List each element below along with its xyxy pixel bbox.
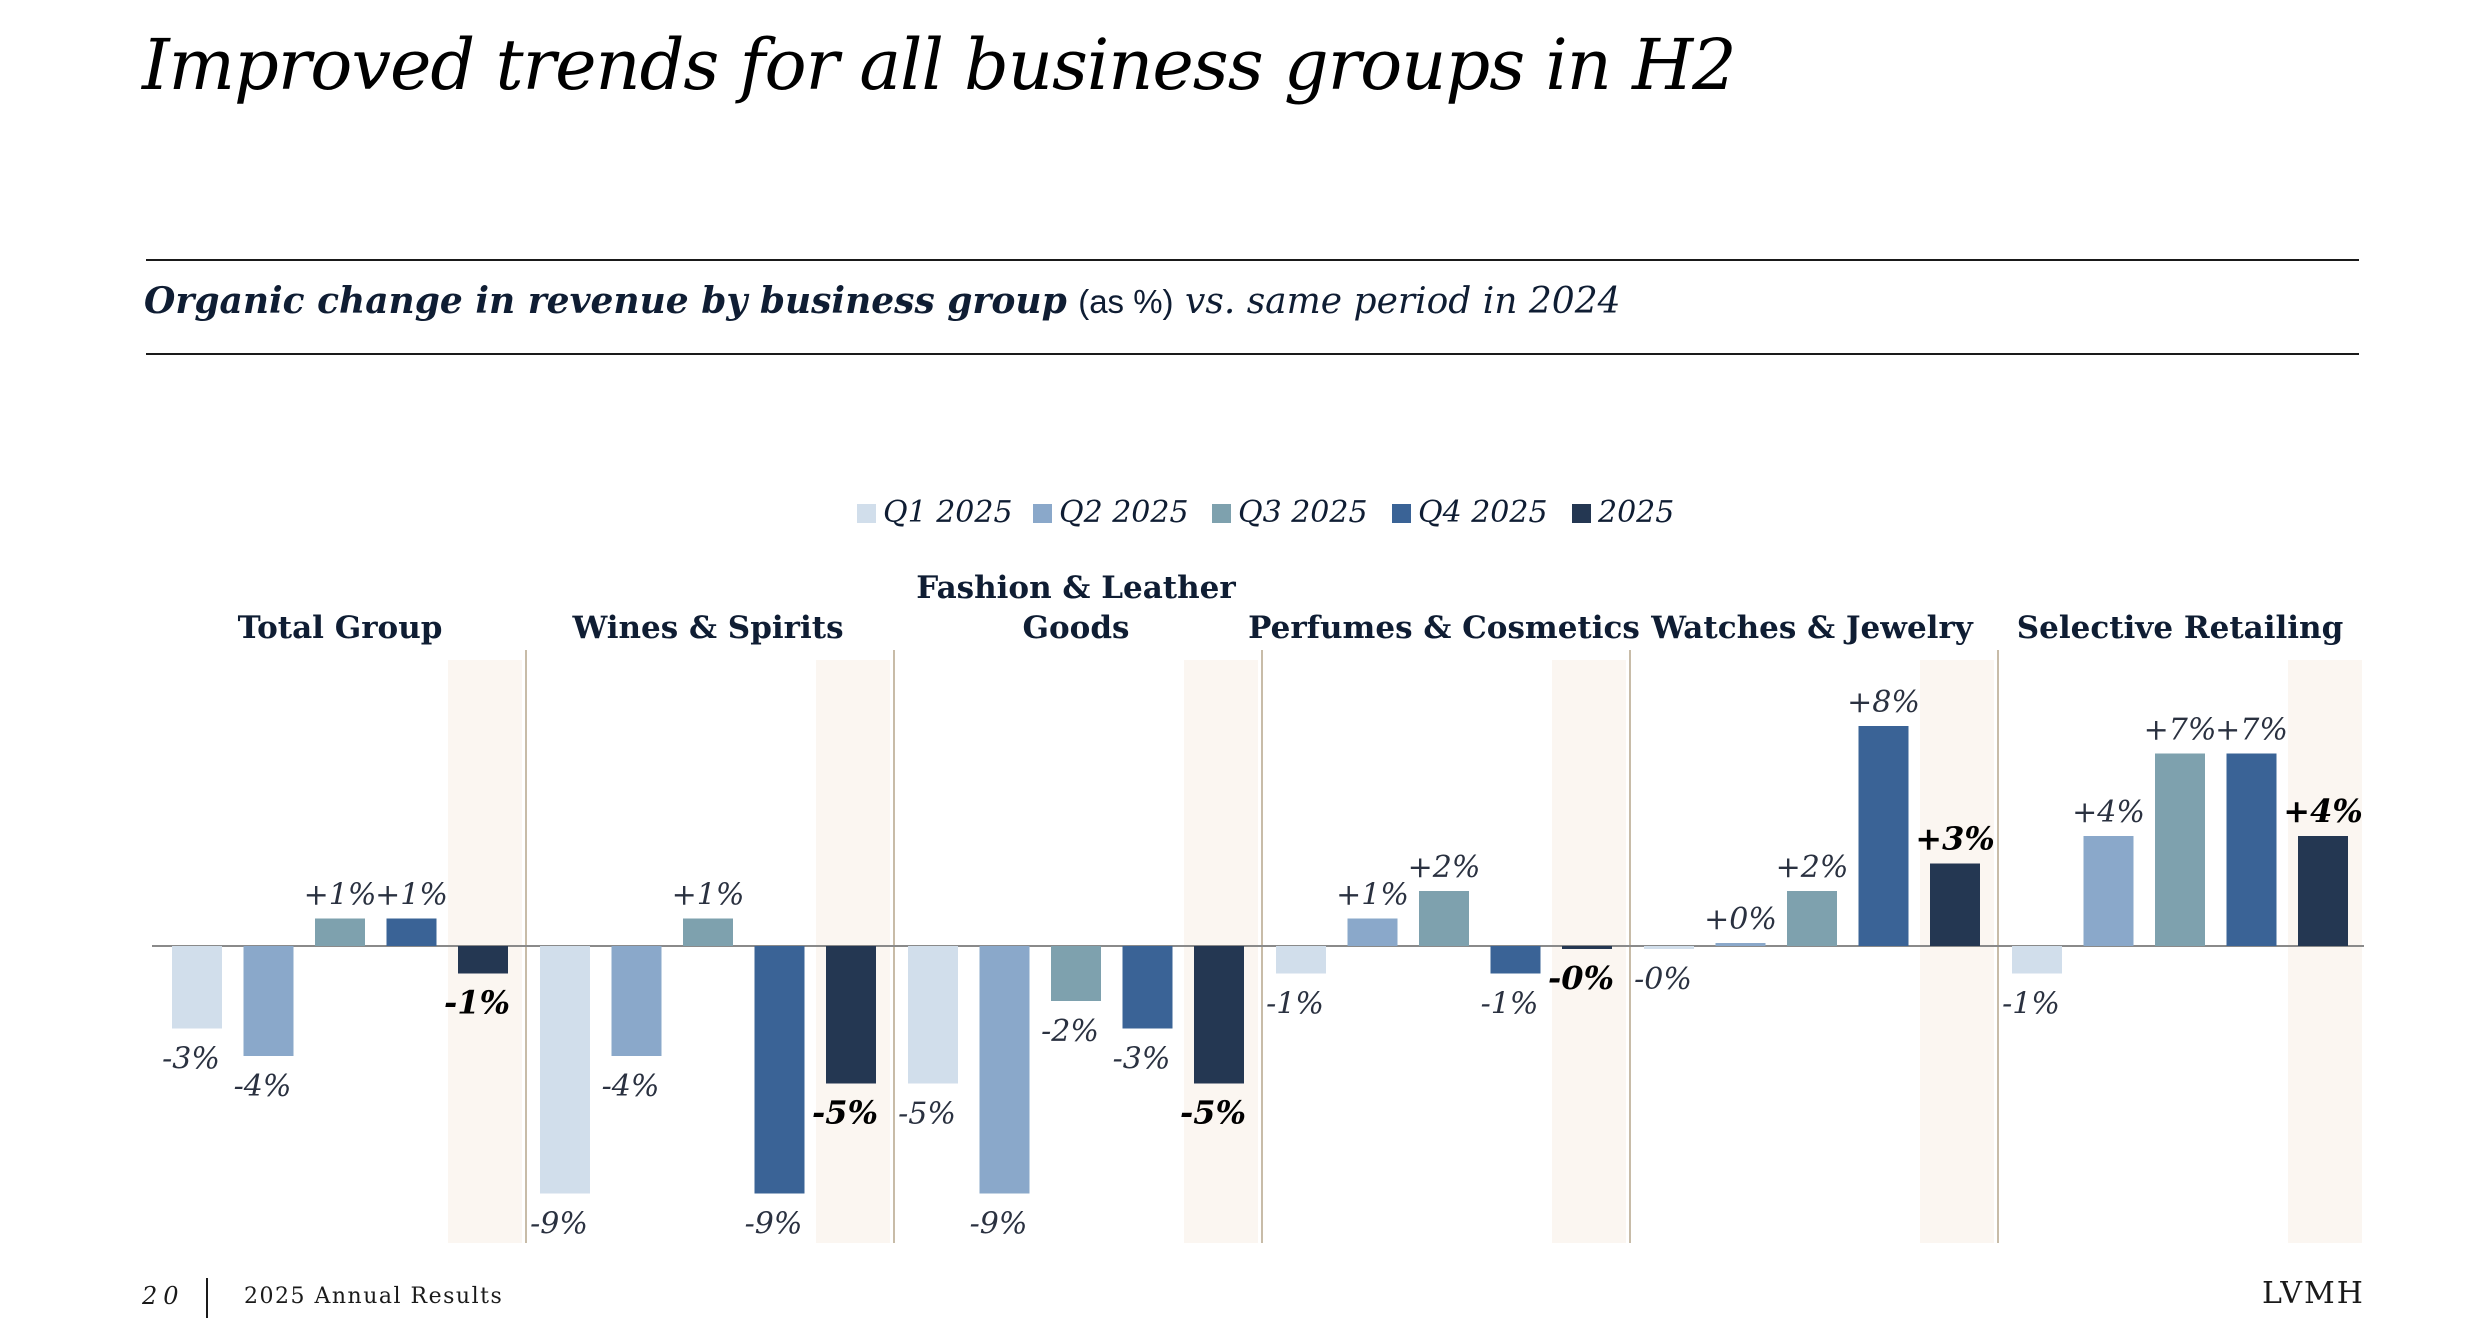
data-label-wines-and-spirits-2025: -5%	[812, 1094, 878, 1132]
bar-selective-retailing-q1-2025	[2012, 946, 2062, 974]
highlight-band-watches-and-jewelry	[1920, 660, 1994, 1243]
data-label-perfumes-and-cosmetics-q4-2025: -1%	[1481, 987, 1539, 1022]
legend-label-q1-2025: Q1 2025	[883, 495, 1013, 530]
data-label-perfumes-and-cosmetics-q3-2025: +2%	[1408, 850, 1481, 885]
data-label-fashion-and-leather-goods-q3-2025: -2%	[1041, 1014, 1099, 1049]
data-label-selective-retailing-q1-2025: -1%	[2002, 987, 2060, 1022]
legend-label-q2-2025: Q2 2025	[1059, 495, 1189, 530]
bar-selective-retailing-q3-2025	[2155, 753, 2205, 946]
bar-watches-and-jewelry-q2-2025	[1715, 943, 1766, 946]
subtitle-comparison: vs. same period in 2024	[1185, 281, 1621, 322]
legend-label-q3-2025: Q3 2025	[1238, 495, 1368, 530]
highlight-band-perfumes-and-cosmetics	[1552, 660, 1626, 1243]
bar-watches-and-jewelry-q4-2025	[1858, 726, 1909, 946]
data-label-watches-and-jewelry-q4-2025: +8%	[1847, 685, 1920, 720]
bar-watches-and-jewelry-q1-2025	[1644, 946, 1694, 949]
data-label-total-group-q4-2025: +1%	[375, 878, 448, 913]
legend-label-q4-2025: Q4 2025	[1418, 495, 1548, 530]
bar-fashion-and-leather-goods-q4-2025	[1122, 946, 1173, 1029]
group-title-watches-and-jewelry: Watches & Jewelry	[1650, 610, 1974, 646]
bar-total-group-q1-2025	[172, 946, 222, 1029]
bar-wines-and-spirits-2025	[826, 946, 876, 1084]
bar-perfumes-and-cosmetics-2025	[1562, 946, 1612, 949]
group-title-total-group: Total Group	[238, 610, 443, 646]
bar-perfumes-and-cosmetics-q2-2025	[1347, 918, 1398, 946]
bar-watches-and-jewelry-2025	[1930, 863, 1980, 946]
data-label-wines-and-spirits-q4-2025: -9%	[745, 1207, 803, 1242]
group-title-perfumes-and-cosmetics: Perfumes & Cosmetics	[1248, 610, 1640, 646]
bottom-rule	[146, 353, 2359, 355]
data-label-wines-and-spirits-q2-2025: -4%	[602, 1069, 660, 1104]
bar-perfumes-and-cosmetics-q3-2025	[1419, 891, 1469, 946]
data-label-selective-retailing-q2-2025: +4%	[2072, 795, 2145, 830]
group-title-selective-retailing: Selective Retailing	[2017, 610, 2344, 646]
data-label-selective-retailing-2025: +4%	[2283, 792, 2362, 830]
data-label-total-group-q2-2025: -4%	[234, 1069, 292, 1104]
report-name: 2025 Annual Results	[244, 1284, 504, 1309]
data-label-watches-and-jewelry-q2-2025: +0%	[1704, 902, 1777, 937]
bar-wines-and-spirits-q2-2025	[611, 946, 662, 1056]
bar-selective-retailing-q4-2025	[2226, 753, 2277, 946]
subtitle-main: Organic change in revenue by business gr…	[144, 280, 1067, 322]
page-title: Improved trends for all business groups …	[142, 24, 1737, 106]
bar-watches-and-jewelry-q3-2025	[1787, 891, 1837, 946]
data-label-fashion-and-leather-goods-2025: -5%	[1180, 1094, 1246, 1132]
bar-perfumes-and-cosmetics-q4-2025	[1490, 946, 1541, 974]
footer-separator	[206, 1278, 208, 1318]
legend-swatch-q4-2025	[1392, 504, 1411, 523]
bar-total-group-q3-2025	[315, 918, 365, 946]
data-label-watches-and-jewelry-q3-2025: +2%	[1776, 850, 1849, 885]
data-label-watches-and-jewelry-2025: +3%	[1915, 820, 1994, 858]
data-label-wines-and-spirits-q3-2025: +1%	[672, 878, 745, 913]
data-label-perfumes-and-cosmetics-2025: -0%	[1548, 959, 1614, 997]
legend-swatch-q2-2025	[1033, 504, 1052, 523]
brand-logo: LVMH	[2262, 1276, 2365, 1311]
data-label-perfumes-and-cosmetics-q2-2025: +1%	[1336, 878, 1409, 913]
data-label-perfumes-and-cosmetics-q1-2025: -1%	[1266, 987, 1324, 1022]
bar-fashion-and-leather-goods-q3-2025	[1051, 946, 1101, 1001]
data-label-selective-retailing-q3-2025: +7%	[2144, 713, 2217, 748]
data-label-selective-retailing-q4-2025: +7%	[2215, 713, 2288, 748]
top-rule	[146, 259, 2359, 261]
bar-perfumes-and-cosmetics-q1-2025	[1276, 946, 1326, 974]
data-label-fashion-and-leather-goods-q4-2025: -3%	[1113, 1042, 1171, 1077]
legend-swatch-q1-2025	[857, 504, 876, 523]
bar-fashion-and-leather-goods-q1-2025	[908, 946, 958, 1084]
data-label-total-group-q3-2025: +1%	[304, 878, 377, 913]
data-label-total-group-2025: -1%	[444, 984, 510, 1022]
legend-swatch-2025	[1572, 504, 1591, 523]
bar-fashion-and-leather-goods-q2-2025	[979, 946, 1030, 1194]
chart-subtitle: Organic change in revenue by business gr…	[144, 280, 1621, 322]
bar-fashion-and-leather-goods-2025	[1194, 946, 1244, 1084]
group-title-fashion-and-leather-goods: Fashion & Leather Goods	[916, 570, 1236, 646]
group-title-wines-and-spirits: Wines & Spirits	[571, 610, 843, 646]
highlight-band-selective-retailing	[2288, 660, 2362, 1243]
legend-swatch-q3-2025	[1212, 504, 1231, 523]
bar-wines-and-spirits-q4-2025	[754, 946, 805, 1194]
page-number: 20	[142, 1282, 185, 1310]
data-label-wines-and-spirits-q1-2025: -9%	[530, 1207, 588, 1242]
data-label-fashion-and-leather-goods-q2-2025: -9%	[970, 1207, 1028, 1242]
bar-selective-retailing-q2-2025	[2083, 836, 2134, 946]
bar-selective-retailing-2025	[2298, 836, 2348, 946]
data-label-fashion-and-leather-goods-q1-2025: -5%	[898, 1097, 956, 1132]
bar-total-group-2025	[458, 946, 508, 974]
bar-wines-and-spirits-q1-2025	[540, 946, 590, 1194]
legend-label-2025: 2025	[1597, 495, 1674, 530]
data-label-watches-and-jewelry-q1-2025: -0%	[1634, 962, 1692, 997]
subtitle-unit: (as %)	[1078, 283, 1174, 320]
bar-total-group-q2-2025	[243, 946, 294, 1056]
bar-wines-and-spirits-q3-2025	[683, 918, 733, 946]
bar-total-group-q4-2025	[386, 918, 437, 946]
data-label-total-group-q1-2025: -3%	[162, 1042, 220, 1077]
